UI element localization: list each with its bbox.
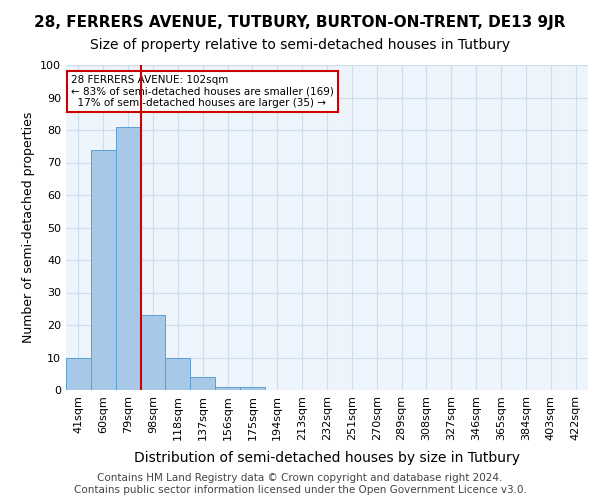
X-axis label: Distribution of semi-detached houses by size in Tutbury: Distribution of semi-detached houses by … bbox=[134, 451, 520, 465]
Bar bbox=[140, 316, 166, 390]
Bar bbox=[91, 150, 116, 390]
Text: Size of property relative to semi-detached houses in Tutbury: Size of property relative to semi-detach… bbox=[90, 38, 510, 52]
Bar bbox=[240, 387, 265, 390]
Bar bbox=[166, 358, 190, 390]
Bar bbox=[215, 387, 240, 390]
Text: 28 FERRERS AVENUE: 102sqm
← 83% of semi-detached houses are smaller (169)
  17% : 28 FERRERS AVENUE: 102sqm ← 83% of semi-… bbox=[71, 74, 334, 108]
Bar bbox=[190, 377, 215, 390]
Bar bbox=[116, 126, 140, 390]
Bar bbox=[66, 358, 91, 390]
Text: Contains HM Land Registry data © Crown copyright and database right 2024.
Contai: Contains HM Land Registry data © Crown c… bbox=[74, 474, 526, 495]
Y-axis label: Number of semi-detached properties: Number of semi-detached properties bbox=[22, 112, 35, 343]
Text: 28, FERRERS AVENUE, TUTBURY, BURTON-ON-TRENT, DE13 9JR: 28, FERRERS AVENUE, TUTBURY, BURTON-ON-T… bbox=[34, 15, 566, 30]
